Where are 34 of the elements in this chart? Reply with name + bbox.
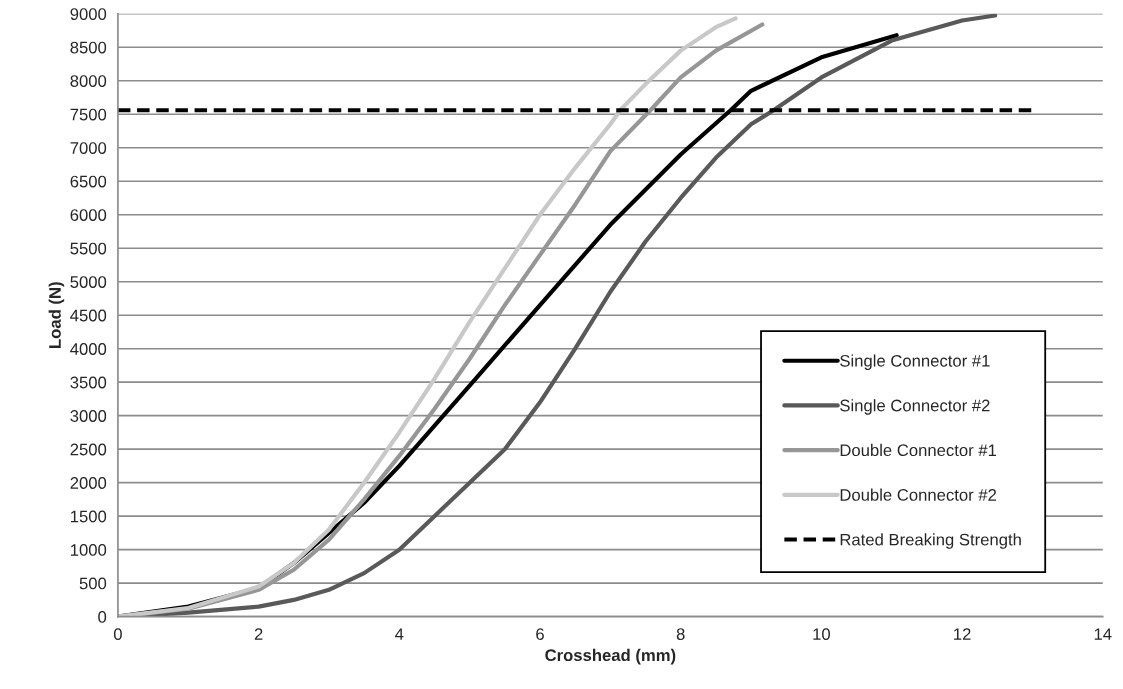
y-tick-label: 1500 [71, 510, 107, 523]
legend-label: Single Connector #2 [840, 399, 990, 415]
y-tick-label: 6000 [70, 209, 107, 221]
x-tick-label: 8 [676, 628, 685, 641]
legend-label: Double Connector #1 [840, 443, 997, 457]
legend-label: Single Connector #1 [840, 354, 990, 370]
y-tick-label: 3000 [70, 410, 107, 422]
y-tick-label: 4000 [70, 343, 107, 355]
y-tick-label: 8500 [70, 41, 107, 54]
x-tick-label: 14 [1094, 628, 1112, 640]
y-tick-label: 0 [98, 611, 107, 623]
y-tick-label: 5500 [70, 242, 107, 255]
x-tick-label: 0 [113, 628, 122, 641]
y-tick-label: 2500 [70, 443, 107, 456]
y-tick-label: 5000 [70, 276, 107, 288]
y-tick-label: 8000 [70, 75, 107, 87]
y-tick-label: 1000 [71, 544, 107, 556]
y-tick-label: 6500 [70, 175, 107, 188]
x-tick-label: 6 [536, 628, 544, 641]
y-tick-label: 7500 [70, 108, 107, 121]
legend-label: Double Connector #2 [840, 488, 997, 501]
y-tick-label: 4500 [70, 309, 107, 322]
y-tick-label: 3500 [70, 376, 107, 389]
x-tick-label: 12 [954, 628, 971, 640]
y-tick-label: 500 [79, 577, 107, 590]
y-axis-title: Load (N) [48, 282, 65, 348]
x-tick-label: 4 [395, 628, 404, 640]
y-tick-label: 7000 [70, 142, 107, 154]
y-tick-label: 2000 [70, 477, 107, 489]
x-tick-label: 10 [813, 628, 831, 641]
x-axis-title: Crosshead (mm) [545, 648, 676, 665]
legend-label: Rated Breaking Strength [840, 533, 1021, 549]
y-tick-label: 9000 [70, 8, 107, 20]
x-tick-label: 2 [254, 628, 263, 640]
